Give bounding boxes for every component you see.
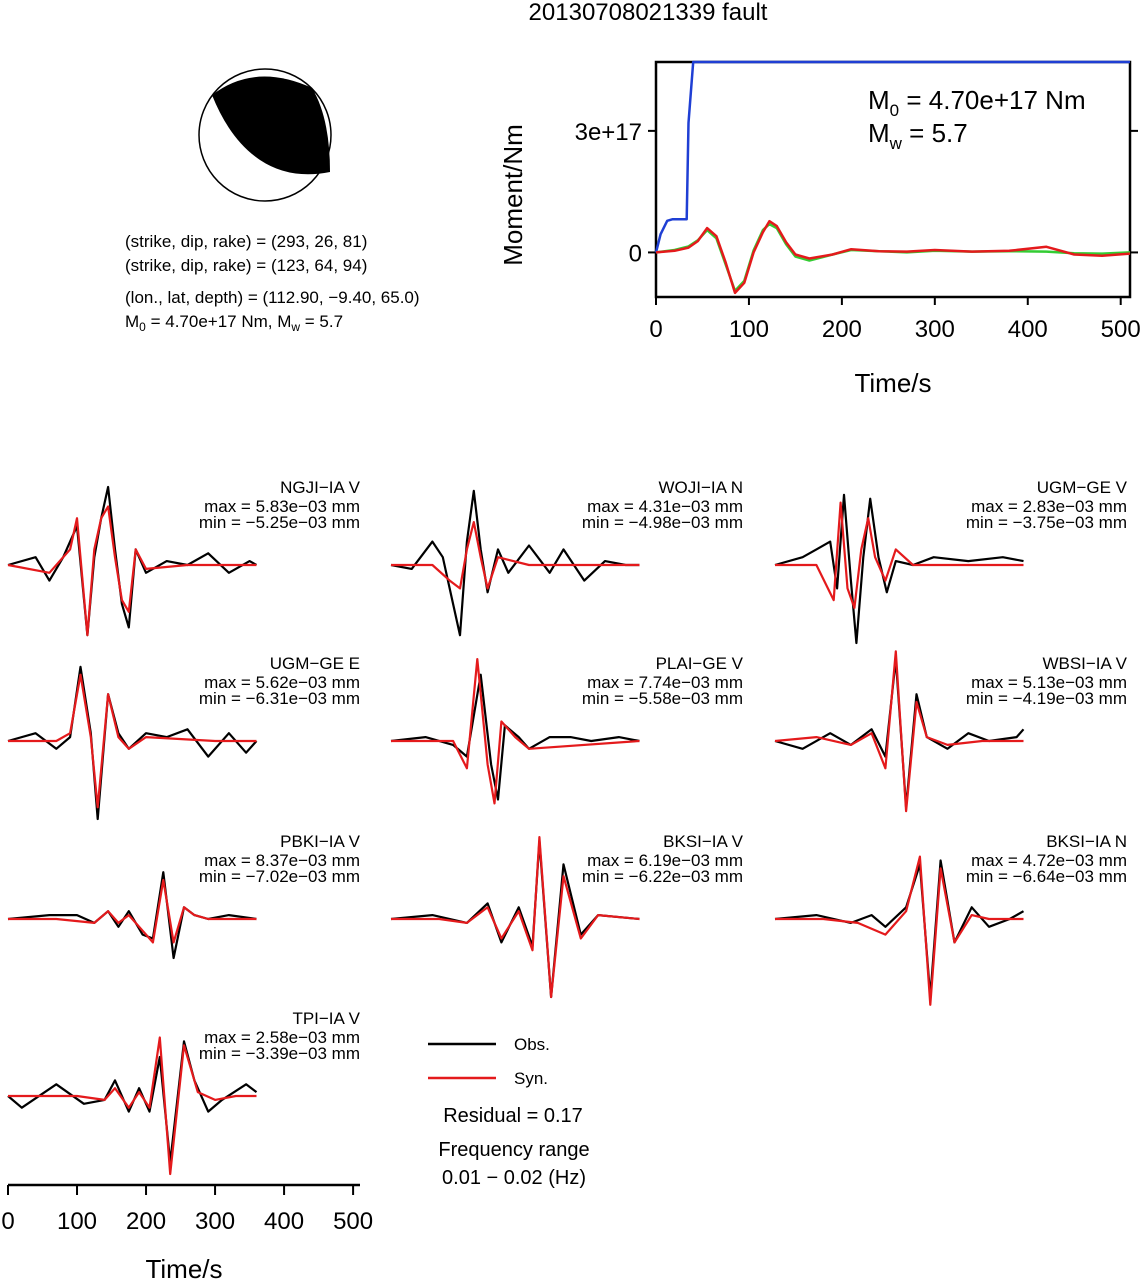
synthetic-trace <box>775 855 1024 1006</box>
legend-frequency-value: 0.01 − 0.02 (Hz) <box>442 1167 586 1189</box>
synthetic-trace <box>8 673 257 809</box>
waveform-time-axis: Time/s 0 100 200 300 400 500 <box>1 1183 373 1280</box>
legend-frequency-title: Frequency range <box>438 1139 589 1161</box>
station-label: WBSI−IA V <box>1042 654 1127 673</box>
mechanism-location: (lon., lat, depth) = (112.90, −9.40, 65.… <box>125 288 420 307</box>
figure-title: 20130708021339 fault <box>529 0 768 26</box>
stf-xtick-label: 500 <box>1101 316 1141 343</box>
synthetic-trace <box>391 835 640 999</box>
stf-xtick-label: 100 <box>729 316 769 343</box>
stf-m0-annotation: M0 = 4.70e+17 Nm <box>868 85 1086 120</box>
station-min: min = −4.19e−03 mm <box>966 689 1127 708</box>
station-min: min = −7.02e−03 mm <box>199 867 360 886</box>
waveform-xtick-label: 500 <box>333 1208 373 1235</box>
synthetic-trace <box>7 505 257 637</box>
beachball <box>198 68 332 202</box>
stf-moment-rate-line-b <box>655 219 1131 295</box>
waveform-xtick-label: 300 <box>195 1208 235 1235</box>
observed-trace <box>7 1040 258 1164</box>
synthetic-trace <box>8 878 257 944</box>
beachball-compressional-quadrant <box>212 76 330 175</box>
station-label: BKSI−IA V <box>663 832 744 851</box>
synthetic-trace <box>391 657 640 805</box>
legend-syn-label: Syn. <box>514 1069 548 1088</box>
legend: Obs. Syn. Residual = 0.17 Frequency rang… <box>428 1035 590 1189</box>
mechanism-plane2: (strike, dip, rake) = (123, 64, 94) <box>125 256 367 275</box>
station-max: max = 6.19e−03 mm <box>587 851 743 870</box>
station-max: max = 4.31e−03 mm <box>587 497 743 516</box>
station-max: max = 5.83e−03 mm <box>204 497 360 516</box>
station-label: PBKI−IA V <box>280 832 361 851</box>
station-label: NGJI−IA V <box>280 478 360 497</box>
station-min: min = −5.58e−03 mm <box>582 689 743 708</box>
observed-trace <box>390 489 640 637</box>
station-max: max = 5.13e−03 mm <box>971 673 1127 692</box>
synthetic-trace <box>8 1036 257 1176</box>
station-max: max = 4.72e−03 mm <box>971 851 1127 870</box>
station-min: min = −6.64e−03 mm <box>966 867 1127 886</box>
legend-residual: Residual = 0.17 <box>443 1105 583 1127</box>
waveform-xtick-label: 0 <box>1 1208 14 1235</box>
legend-obs-label: Obs. <box>514 1035 550 1054</box>
stf-xtick-label: 200 <box>822 316 862 343</box>
stf-xtick-label: 400 <box>1008 316 1048 343</box>
station-max: max = 8.37e−03 mm <box>204 851 360 870</box>
mechanism-moment: M0 = 4.70e+17 Nm, Mw = 5.7 <box>125 312 343 334</box>
stf-ytick-label: 3e+17 <box>575 119 642 146</box>
mechanism-plane1: (strike, dip, rake) = (293, 26, 81) <box>125 232 367 251</box>
station-min: min = −6.31e−03 mm <box>199 689 360 708</box>
station-min: min = −6.22e−03 mm <box>582 867 743 886</box>
station-max: max = 2.58e−03 mm <box>204 1028 360 1047</box>
station-max: max = 2.83e−03 mm <box>971 497 1127 516</box>
waveform-xtick-label: 100 <box>57 1208 97 1235</box>
station-min: min = −5.25e−03 mm <box>199 513 360 532</box>
waveform-xtick-label: 400 <box>264 1208 304 1235</box>
station-min: min = −4.98e−03 mm <box>582 513 743 532</box>
station-label: UGM−GE E <box>270 654 360 673</box>
stf-mw-annotation: Mw = 5.7 <box>868 118 968 153</box>
station-label: WOJI−IA N <box>658 478 743 497</box>
station-max: max = 7.74e−03 mm <box>587 673 743 692</box>
station-label: UGM−GE V <box>1037 478 1128 497</box>
station-min: min = −3.75e−03 mm <box>966 513 1127 532</box>
synthetic-trace <box>391 520 640 590</box>
stf-xtick-label: 0 <box>649 316 662 343</box>
station-label: PLAI−GE V <box>656 654 744 673</box>
waveform-xtick-label: 200 <box>126 1208 166 1235</box>
waveform-xlabel: Time/s <box>145 1254 222 1280</box>
station-label: BKSI−IA N <box>1046 832 1127 851</box>
station-min: min = −3.39e−03 mm <box>199 1044 360 1063</box>
stf-moment-rate-line-a <box>655 222 1131 293</box>
synthetic-trace <box>775 501 1024 610</box>
mechanism-text: (strike, dip, rake) = (293, 26, 81) (str… <box>125 232 420 334</box>
synthetic-trace <box>774 650 1024 813</box>
stf-xlabel: Time/s <box>854 368 931 398</box>
stf-ytick-label: 0 <box>629 240 642 267</box>
stf-cumulative-moment-line <box>654 60 1130 253</box>
station-max: max = 5.62e−03 mm <box>204 673 360 692</box>
stf-ylabel: Moment/Nm <box>498 124 528 266</box>
stf-xtick-label: 300 <box>915 316 955 343</box>
station-label: TPI−IA V <box>292 1009 360 1028</box>
